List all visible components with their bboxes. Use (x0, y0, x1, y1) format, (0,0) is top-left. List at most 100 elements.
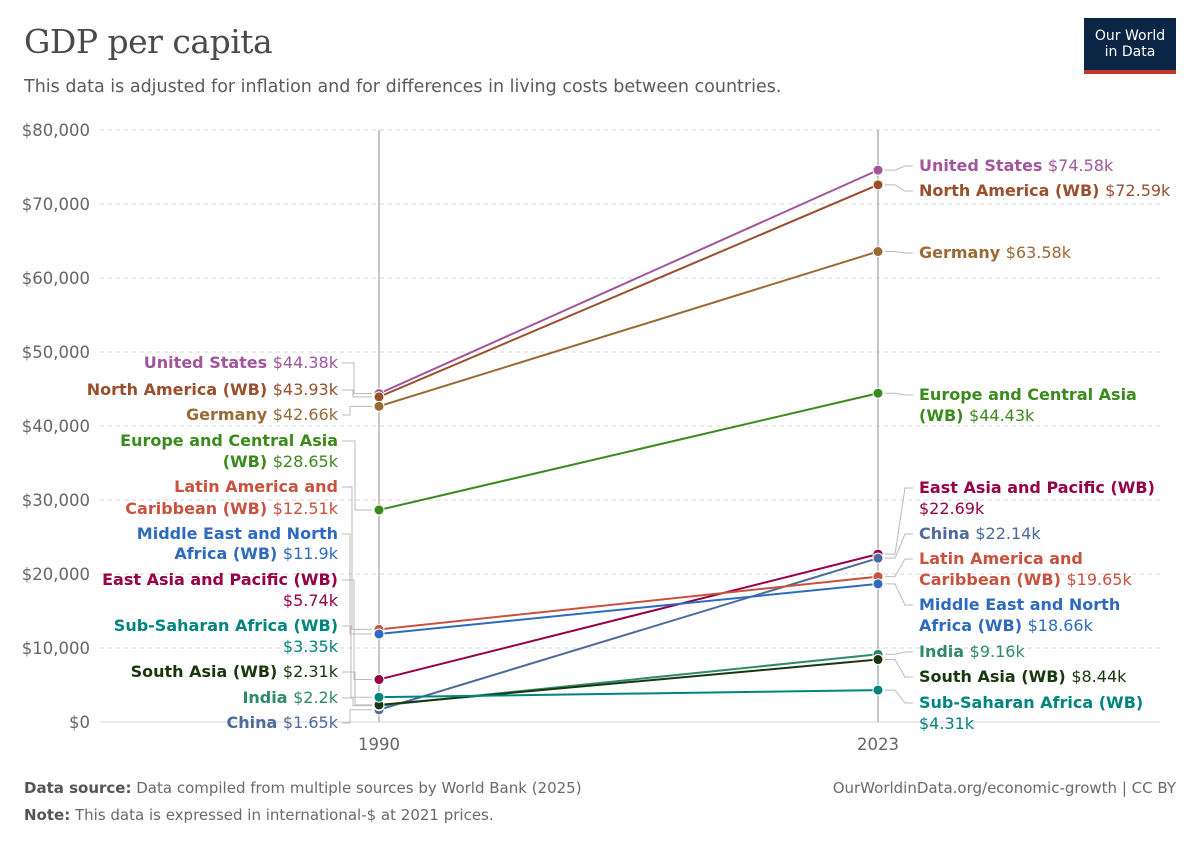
series-name: North America (WB) (919, 181, 1105, 200)
footer-url[interactable]: OurWorldinData.org/economic-growth | CC … (832, 779, 1176, 797)
series-name: United States (919, 156, 1048, 175)
y-tick-label: $50,000 (22, 343, 90, 362)
data-point (872, 179, 884, 191)
data-point (373, 691, 385, 703)
series-name: Middle East and North (137, 524, 338, 543)
value-label: $28.65k (273, 452, 339, 471)
data-point (373, 391, 385, 403)
leader-line (885, 184, 913, 192)
logo-line-2: in Data (1104, 44, 1156, 60)
value-label: $2.2k (293, 688, 339, 707)
y-tick-label: $80,000 (22, 121, 90, 140)
value-label: $43.93k (273, 380, 339, 399)
note-label: Note: (24, 806, 71, 824)
series-label: Caribbean (WB) $19.65k (919, 570, 1132, 589)
series-label: Africa (WB) $18.66k (919, 616, 1094, 635)
series-label: Middle East and North (919, 595, 1120, 614)
data-point (872, 164, 884, 176)
series-name: North America (WB) (87, 380, 273, 399)
data-point (872, 552, 884, 564)
series-label: $22.69k (919, 499, 985, 518)
source-text[interactable]: Data compiled from multiple sources by W… (136, 779, 582, 797)
value-label: $2.31k (283, 662, 339, 681)
chart-subtitle: This data is adjusted for inflation and … (24, 77, 782, 97)
series-name: Germany (919, 243, 1006, 262)
series-label: South Asia (WB) $8.44k (919, 667, 1127, 686)
series-line (378, 658, 879, 706)
note-line: Note: This data is expressed in internat… (24, 802, 582, 829)
series-label: India $9.16k (919, 642, 1025, 661)
data-point (373, 400, 385, 412)
series-name: Europe and Central Asia (120, 431, 338, 450)
value-label: $42.66k (273, 405, 339, 424)
leader-line (342, 709, 372, 724)
y-tick-label: $60,000 (22, 269, 90, 288)
value-label: $11.9k (283, 544, 339, 563)
value-label: $74.58k (1048, 156, 1114, 175)
series-line (378, 689, 879, 699)
series-label: (WB) $44.43k (919, 406, 1035, 425)
series-name: China (919, 524, 975, 543)
series-line (378, 183, 879, 398)
data-point (373, 628, 385, 640)
series-name: Middle East and North (919, 595, 1120, 614)
leader-line (342, 533, 372, 635)
owid-logo[interactable]: Our World in Data (1084, 18, 1176, 74)
value-label: $1.65k (283, 713, 339, 732)
leader-line (342, 405, 372, 416)
leader-line (342, 697, 372, 707)
leader-line (885, 487, 913, 555)
logo-line-1: Our World (1094, 28, 1166, 44)
series-label: $5.74k (283, 591, 339, 610)
value-label: $3.35k (283, 637, 339, 656)
series-name: Sub-Saharan Africa (WB) (114, 616, 338, 635)
value-label: $44.43k (969, 406, 1035, 425)
value-label: $4.31k (919, 714, 975, 733)
series-name: India (919, 642, 970, 661)
leader-line (342, 671, 372, 706)
series-name: Caribbean (WB) (125, 499, 272, 518)
leader-line (885, 251, 913, 254)
leader-line (342, 440, 372, 511)
value-label: $72.59k (1105, 181, 1171, 200)
series-name: Sub-Saharan Africa (WB) (919, 693, 1143, 712)
leader-line (885, 392, 913, 396)
series-label: North America (WB) $72.59k (919, 181, 1171, 200)
series-label: East Asia and Pacific (WB) (919, 478, 1155, 497)
series-name: (WB) (919, 406, 969, 425)
series-name: India (242, 688, 293, 707)
series-label: Europe and Central Asia (120, 431, 338, 450)
series-name: Africa (WB) (919, 616, 1028, 635)
y-tick-label: $10,000 (22, 639, 90, 658)
series-name: Germany (186, 405, 273, 424)
data-point (872, 387, 884, 399)
data-point (373, 504, 385, 516)
data-point (373, 674, 385, 686)
leader-line (885, 165, 913, 171)
value-label: $44.38k (273, 353, 339, 372)
series-label: Latin America and (174, 477, 338, 496)
value-label: $63.58k (1006, 243, 1072, 262)
value-label: $19.65k (1066, 570, 1132, 589)
series-name: East Asia and Pacific (WB) (919, 478, 1155, 497)
leader-line (885, 689, 913, 704)
series-name: Caribbean (WB) (919, 570, 1066, 589)
y-tick-label: $30,000 (22, 491, 90, 510)
series-line (378, 582, 879, 635)
series-label: China $22.14k (919, 524, 1041, 543)
series-label: East Asia and Pacific (WB) (102, 570, 338, 589)
source-label: Data source: (24, 779, 132, 797)
series-label: North America (WB) $43.93k (87, 380, 339, 399)
series-line (378, 169, 879, 395)
value-label: $22.69k (919, 499, 985, 518)
value-label: $22.14k (975, 524, 1041, 543)
series-label: Sub-Saharan Africa (WB) (919, 693, 1143, 712)
series-line (378, 392, 879, 511)
value-label: $12.51k (273, 499, 339, 518)
series-name: Latin America and (919, 549, 1083, 568)
series-name: South Asia (WB) (131, 662, 283, 681)
series-label: $3.35k (283, 637, 339, 656)
series-label: Latin America and (919, 549, 1083, 568)
leader-line (885, 558, 913, 578)
